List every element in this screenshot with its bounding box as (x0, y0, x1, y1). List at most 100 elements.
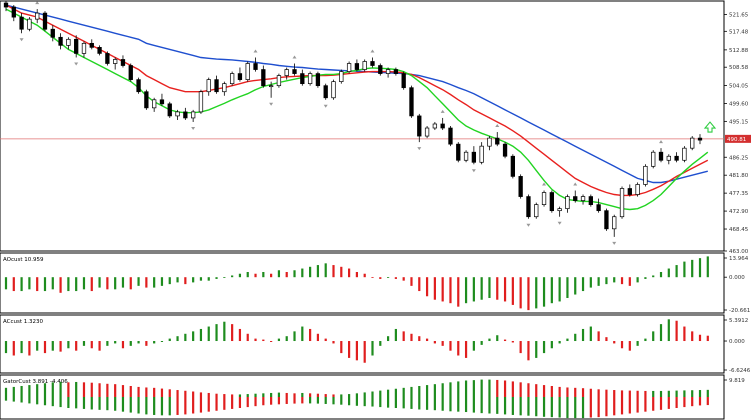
indicator-histogram-bar (566, 338, 569, 342)
gator-lower-bar (698, 397, 702, 406)
indicator-histogram-bar (231, 324, 234, 342)
indicator-histogram-bar (316, 265, 320, 278)
gator-lower-bar (535, 397, 538, 417)
gator-lower-bar (36, 397, 39, 405)
candle-body (697, 137, 703, 141)
candle-body (292, 69, 297, 74)
candle-body (167, 103, 172, 117)
gator-upper-bar (620, 390, 624, 397)
indicator-histogram-bar (270, 273, 273, 278)
gator-lower-bar (184, 397, 187, 415)
candle-body (136, 79, 141, 93)
gator-lower-bar (270, 397, 273, 405)
fractal-up-marker (253, 49, 258, 53)
indicator-histogram-bar (613, 277, 616, 283)
price-tick-label: 481.80 (729, 173, 749, 179)
indicator-histogram-bar (496, 277, 499, 300)
indicator-histogram-bar (192, 277, 195, 283)
candle-body (526, 196, 531, 218)
indicator-histogram-bar (51, 277, 54, 290)
indicator-histogram-bar (332, 265, 335, 278)
indicator-histogram-bar (480, 341, 483, 345)
candle-body (643, 165, 648, 185)
gator-upper-bar (223, 394, 226, 397)
fractal-up-marker (542, 182, 547, 186)
gator-upper-bar (153, 387, 156, 397)
gator-lower-bar (683, 397, 686, 408)
indicator-tick-label: -20.661 (729, 308, 750, 314)
indicator-histogram-bar (129, 341, 132, 346)
indicator-label: ACcust 1.3230 (3, 319, 44, 325)
price-tick-label: 468.45 (729, 227, 749, 233)
gator-lower-bar (410, 397, 413, 409)
gator-lower-bar (28, 397, 31, 404)
indicator-histogram-bar (262, 339, 265, 342)
indicator-histogram-bar (659, 324, 663, 342)
indicator-histogram-bar (36, 277, 39, 292)
indicator-histogram-bar (706, 256, 709, 278)
fractal-down-marker (191, 126, 196, 130)
gator-upper-bar (231, 394, 234, 397)
gator-lower-bar (472, 397, 475, 413)
indicator-histogram-bar (176, 277, 179, 283)
candle-body (596, 204, 601, 212)
indicator-tick-label: -6.6246 (729, 368, 751, 374)
gator-lower-bar (605, 397, 608, 417)
candle-body (440, 123, 445, 129)
gator-lower-bar (386, 397, 390, 408)
candle-body (557, 208, 562, 212)
price-tick-label: 512.88 (729, 48, 749, 54)
gator-lower-bar (285, 397, 288, 404)
gator-upper-bar (98, 383, 101, 397)
indicator-histogram-bar (418, 277, 421, 292)
indicator-histogram-bar (597, 331, 600, 342)
indicator-histogram-bar (43, 341, 47, 354)
main-pane-border (0, 0, 725, 252)
gator-lower-bar (457, 397, 460, 412)
indicator-histogram-bar (644, 338, 647, 342)
indicator-histogram-bar (355, 271, 358, 278)
indicator-histogram-bar (145, 341, 148, 346)
gator-lower-bar (379, 397, 382, 408)
gator-upper-bar (309, 393, 312, 397)
gator-upper-bar (644, 390, 647, 397)
candle-body (627, 188, 632, 195)
indicator-histogram-bar (371, 277, 374, 278)
gator-lower-bar (355, 397, 358, 406)
indicator-histogram-bar (691, 259, 694, 278)
indicator-histogram-bar (644, 277, 647, 279)
gator-upper-bar (192, 391, 195, 397)
indicator-histogram-bar (394, 328, 397, 342)
gator-upper-bar (168, 389, 171, 397)
candle-body (487, 137, 492, 147)
indicator-histogram-bar (285, 336, 288, 342)
indicator-histogram-bar (4, 277, 8, 290)
indicator-tick-label: 5.3912 (729, 318, 748, 324)
gator-lower-bar (667, 397, 670, 409)
indicator-histogram-bar (238, 273, 242, 278)
gator-upper-bar (262, 393, 265, 397)
candle-body (370, 61, 375, 66)
gator-lower-bar (254, 397, 257, 407)
fractal-up-marker (35, 1, 40, 5)
candle-body (183, 111, 188, 119)
indicator-histogram-bar (277, 338, 281, 342)
indicator-histogram-bar (433, 341, 436, 344)
indicator-histogram-bar (628, 341, 631, 351)
candle-body (339, 71, 344, 82)
gator-upper-bar (613, 390, 616, 397)
candle-body (385, 69, 391, 74)
price-tick-label: 495.15 (729, 119, 749, 125)
price-tick-label: 472.90 (729, 209, 749, 215)
candle-body (253, 63, 258, 70)
gator-upper-bar (441, 383, 444, 397)
gator-upper-bar (675, 390, 678, 397)
gator-lower-bar (706, 397, 709, 406)
candle-body (307, 73, 313, 85)
indicator-histogram-bar (215, 324, 218, 342)
price-tick-label: 486.25 (729, 155, 749, 161)
gator-lower-bar (433, 397, 436, 411)
candle-body (58, 36, 63, 46)
indicator-histogram-bar (98, 277, 101, 288)
